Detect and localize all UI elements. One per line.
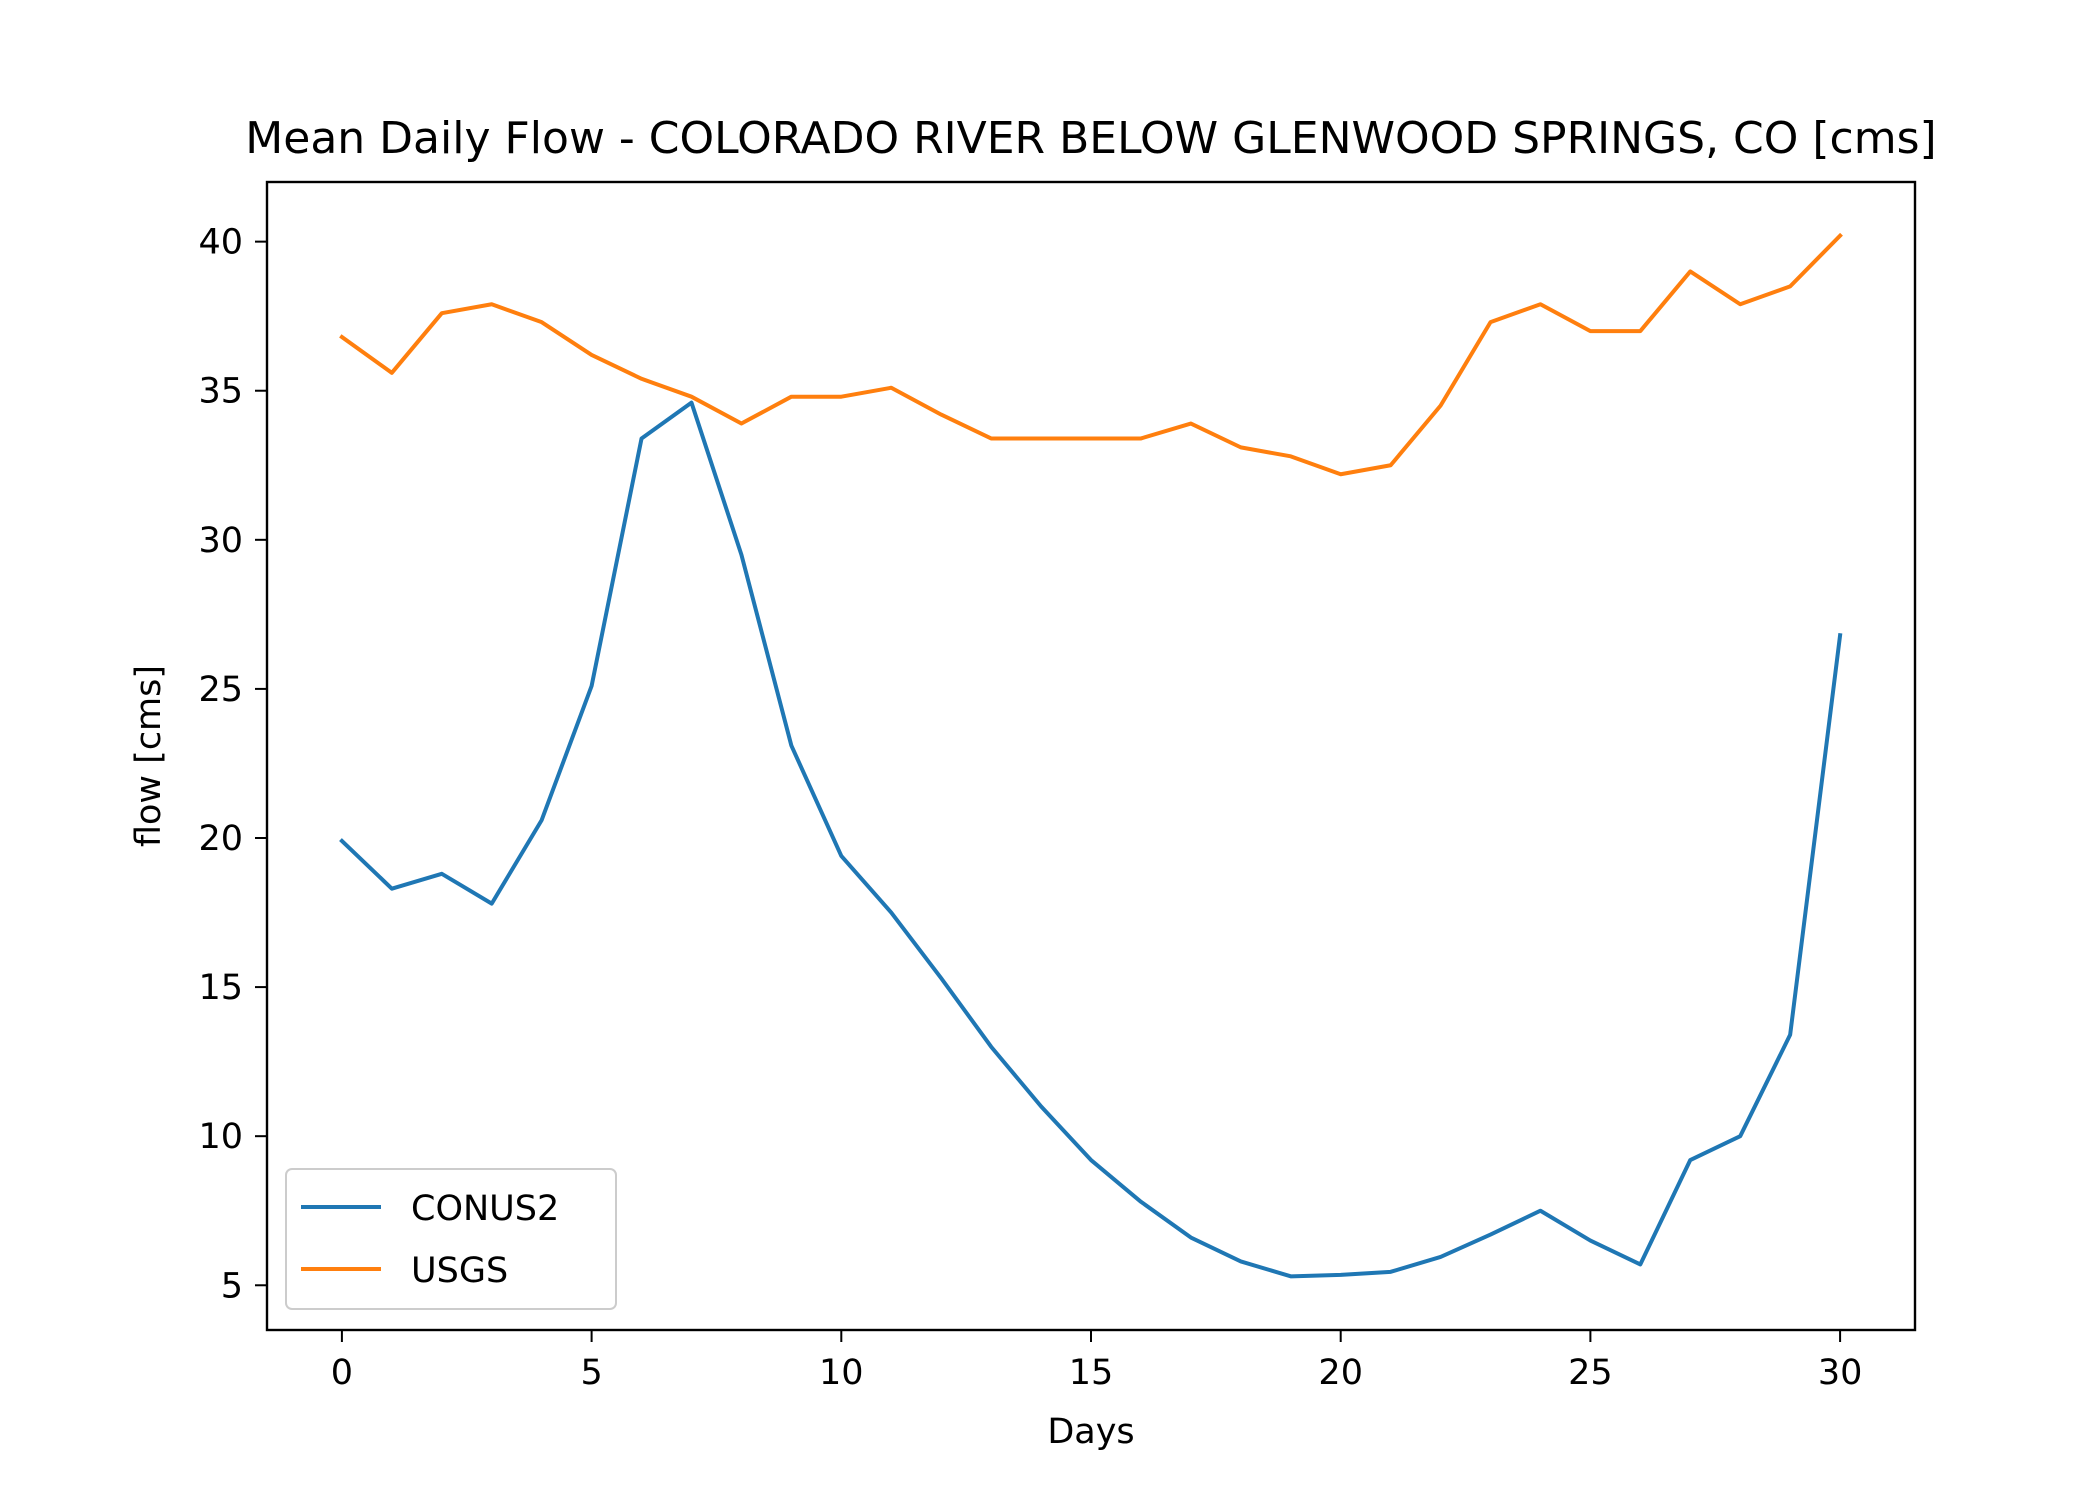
chart-title: Mean Daily Flow - COLORADO RIVER BELOW G…	[245, 113, 1936, 164]
x-tick-label: 0	[331, 1353, 353, 1393]
legend: CONUS2 USGS	[285, 1168, 617, 1310]
x-tick-label: 5	[580, 1353, 602, 1393]
x-tick-label: 25	[1568, 1353, 1613, 1393]
y-axis: 5 10 15 20 25 30 35 40	[198, 223, 267, 1306]
legend-box	[285, 1168, 617, 1310]
series-line-conus2	[339, 400, 1843, 1279]
x-tick-label: 10	[819, 1353, 864, 1393]
x-axis: 0 5 10 15 20 25 30	[331, 1330, 1863, 1393]
x-tick-label: 15	[1069, 1353, 1114, 1393]
x-tick-label: 30	[1818, 1353, 1863, 1393]
y-tick-label: 25	[198, 670, 243, 710]
legend-label-conus2: CONUS2	[411, 1189, 559, 1229]
y-axis-label: flow [cms]	[129, 665, 169, 847]
y-tick-label: 40	[198, 223, 243, 263]
y-tick-label: 35	[198, 372, 243, 412]
y-tick-label: 20	[198, 819, 243, 859]
y-tick-label: 15	[198, 968, 243, 1008]
y-tick-label: 30	[198, 521, 243, 561]
x-axis-label: Days	[1047, 1412, 1134, 1452]
y-tick-label: 10	[198, 1117, 243, 1157]
x-tick-label: 20	[1318, 1353, 1363, 1393]
series-line-usgs	[339, 232, 1843, 477]
y-tick-label: 5	[221, 1266, 243, 1306]
legend-label-usgs: USGS	[411, 1251, 508, 1291]
series-layer	[339, 232, 1843, 1279]
